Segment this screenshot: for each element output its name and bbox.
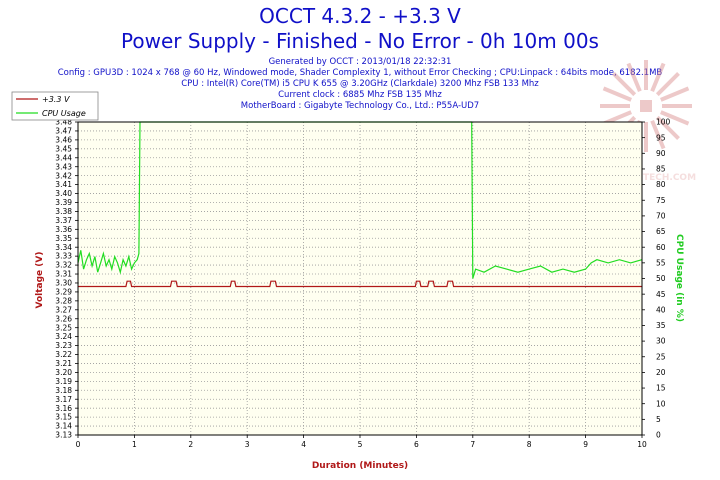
y-tick-label: 3.35 <box>55 234 72 243</box>
y-tick-label: 3.27 <box>55 305 72 314</box>
info-config: Config : GPU3D : 1024 x 768 @ 60 Hz, Win… <box>57 68 663 78</box>
x-tick-label: 2 <box>188 440 193 449</box>
y-tick-label: 3.32 <box>55 261 72 270</box>
info-cpu: CPU : Intel(R) Core(TM) i5 CPU K 655 @ 3… <box>181 79 539 89</box>
x-tick-label: 8 <box>527 440 532 449</box>
y2-tick-label: 100 <box>656 118 671 127</box>
y-tick-label: 3.20 <box>55 368 72 377</box>
y-tick-label: 3.22 <box>55 350 72 359</box>
y-tick-label: 3.15 <box>55 413 72 422</box>
y2-tick-label: 15 <box>656 384 666 393</box>
y2-tick-label: 40 <box>656 305 666 314</box>
y-tick-label: 3.25 <box>55 323 72 332</box>
y2-tick-label: 30 <box>656 337 666 346</box>
y-tick-label: 3.40 <box>55 189 72 198</box>
y2-tick-label: 0 <box>656 431 661 440</box>
y-tick-label: 3.34 <box>55 243 72 252</box>
y-tick-label: 3.28 <box>55 296 72 305</box>
x-tick-label: 4 <box>301 440 306 449</box>
y-tick-label: 3.31 <box>55 270 72 279</box>
y-tick-label: 3.42 <box>55 171 72 180</box>
info-generated: Generated by OCCT : 2013/01/18 22:32:31 <box>268 57 452 67</box>
x-tick-label: 9 <box>583 440 588 449</box>
y-axis-label: Voltage (V) <box>35 252 45 309</box>
y2-tick-label: 10 <box>656 399 666 408</box>
x-tick-label: 6 <box>414 440 419 449</box>
y-tick-label: 3.17 <box>55 395 72 404</box>
x-tick-label: 5 <box>358 440 363 449</box>
y2-tick-label: 65 <box>656 227 666 236</box>
voltage-series-line <box>78 280 642 288</box>
watermark-ray <box>650 120 666 150</box>
x-tick-label: 3 <box>245 440 250 449</box>
y-tick-label: 3.24 <box>55 332 72 341</box>
y-tick-label: 3.18 <box>55 386 72 395</box>
cpu-usage-series-line <box>77 121 643 279</box>
y-tick-label: 3.41 <box>55 180 72 189</box>
legend-box <box>11 91 99 121</box>
y2-tick-label: 95 <box>656 133 666 142</box>
x-tick-label: 0 <box>76 440 81 449</box>
chart-subtitle: Power Supply - Finished - No Error - 0h … <box>121 29 599 53</box>
watermark-ray <box>626 62 642 92</box>
legend: +3.3 V CPU Usage <box>11 91 99 121</box>
y-tick-label: 3.38 <box>55 207 72 216</box>
y-tick-label: 3.39 <box>55 198 72 207</box>
legend-label-cpu: CPU Usage <box>42 109 86 118</box>
info-motherboard: MotherBoard : Gigabyte Technology Co., L… <box>240 101 480 111</box>
watermark-ray <box>660 110 690 126</box>
x-tick-label: 10 <box>637 440 647 449</box>
y-tick-label: 3.26 <box>55 314 72 323</box>
legend-label-voltage: +3.3 V <box>42 95 70 104</box>
y-tick-label: 3.30 <box>55 279 72 288</box>
x-axis-ticks: 0 1 2 3 4 5 6 7 8 9 10 <box>76 435 647 449</box>
y-tick-label: 3.19 <box>55 377 72 386</box>
y2-tick-label: 85 <box>656 165 666 174</box>
grid-lines <box>78 122 642 435</box>
watermark-text: VMODTECH.COM <box>612 173 696 183</box>
y-tick-label: 3.36 <box>55 225 72 234</box>
y2-tick-label: 75 <box>656 196 666 205</box>
y2-tick-label: 70 <box>656 212 666 221</box>
y2-tick-label: 35 <box>656 321 666 330</box>
y-tick-label: 3.47 <box>55 127 72 136</box>
y-tick-label: 3.48 <box>55 118 72 127</box>
y-tick-label: 3.23 <box>55 341 72 350</box>
y-tick-label: 3.21 <box>55 359 72 368</box>
y-axis-ticks: 3.133.143.153.163.173.183.193.203.213.22… <box>55 118 78 440</box>
y-tick-label: 3.44 <box>55 153 72 162</box>
y2-tick-label: 80 <box>656 180 666 189</box>
y2-tick-label: 55 <box>656 258 666 267</box>
y-tick-label: 3.43 <box>55 162 72 171</box>
x-tick-label: 1 <box>132 440 137 449</box>
y-tick-label: 3.37 <box>55 216 72 225</box>
y2-tick-label: 20 <box>656 368 666 377</box>
watermark-ray <box>650 62 666 92</box>
y-tick-label: 3.46 <box>55 135 72 144</box>
chart-title: OCCT 4.3.2 - +3.3 V <box>259 4 461 28</box>
y-tick-label: 3.45 <box>55 144 72 153</box>
y2-tick-label: 5 <box>656 415 661 424</box>
y-tick-label: 3.33 <box>55 252 72 261</box>
y2-axis-label: CPU Usage (in %) <box>674 234 684 322</box>
y-tick-label: 3.16 <box>55 404 72 413</box>
watermark-ray <box>660 86 690 102</box>
y2-tick-label: 45 <box>656 290 666 299</box>
y2-tick-label: 50 <box>656 274 666 283</box>
y-tick-label: 3.13 <box>55 431 72 440</box>
watermark-ray <box>655 115 680 140</box>
info-current-clock: Current clock : 6885 Mhz FSB 135 Mhz <box>278 90 442 100</box>
watermark-ray <box>612 72 637 97</box>
y-tick-label: 3.14 <box>55 422 72 431</box>
watermark-ray <box>655 72 680 97</box>
y-tick-label: 3.29 <box>55 288 72 297</box>
y2-tick-label: 90 <box>656 149 666 158</box>
x-axis-label: Duration (Minutes) <box>312 461 408 471</box>
x-tick-label: 7 <box>470 440 475 449</box>
y2-tick-label: 25 <box>656 352 666 361</box>
y2-tick-label: 60 <box>656 243 666 252</box>
watermark-ray <box>602 86 632 102</box>
y2-axis-ticks: 0 5 10 15 20 25 30 35 40 45 50 55 60 65 70 75 80 85 90 95 10… <box>642 118 671 440</box>
